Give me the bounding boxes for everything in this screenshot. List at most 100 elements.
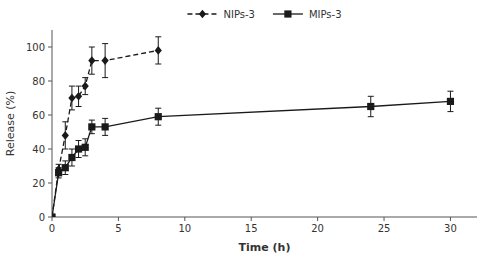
error-bar-cap [447,91,453,92]
legend: NIPs-3 MIPs-3 [187,9,341,20]
legend-item: NIPs-3 [187,9,254,20]
error-bar-cap [102,77,108,78]
y-axis-label: Release (%) [4,91,17,157]
error-bar-cap [368,116,374,117]
point [447,98,454,105]
y-tick [48,217,52,218]
error-bar-cap [76,157,82,158]
error-bar-cap [62,121,68,122]
point [62,131,69,140]
error-bar-cap [447,111,453,112]
error-bar-cap [89,120,95,121]
x-tick-label: 20 [311,223,324,234]
error-bar [76,86,82,106]
x-tick [317,217,318,221]
point [82,82,89,91]
y-tick [48,183,52,184]
legend-marker [284,10,291,17]
x-tick-label: 25 [378,223,391,234]
error-bar-cap [56,177,62,178]
error-bar [155,37,161,64]
plot-area [52,37,454,217]
y-tick-label: 60 [32,110,45,121]
x-tick [384,217,385,221]
error-bar-cap [89,133,95,134]
y-tick-label: 40 [32,144,45,155]
error-bar-cap [82,77,88,78]
error-bar-cap [62,174,68,175]
x-tick-label: 0 [49,223,55,234]
error-bar-cap [155,125,161,126]
y-tick-label: 100 [26,42,45,53]
point [102,56,109,65]
legend-label: NIPs-3 [223,9,254,20]
legend-marker [199,10,206,19]
error-bar-cap [62,160,68,161]
error-bar-cap [76,86,82,87]
error-bar-cap [76,106,82,107]
x-tick [251,217,252,221]
point [62,164,69,171]
point [367,103,374,110]
x-tick-label: 30 [444,223,457,234]
point [155,46,162,55]
error-bar [82,139,88,156]
point [75,92,82,101]
error-bar-cap [69,149,75,150]
series [52,91,454,217]
error-bar-cap [82,94,88,95]
error-bar-cap [69,109,75,110]
y-tick-label: 20 [32,178,45,189]
error-bar-cap [89,47,95,48]
error-bar [447,91,453,111]
error-bar-cap [56,164,62,165]
y-tick [48,81,52,82]
point [102,123,109,130]
point [75,145,82,152]
point [88,123,95,130]
error-bar [62,161,68,175]
point [155,113,162,120]
legend-item: MIPs-3 [273,9,342,20]
error-bar [368,96,374,116]
error-bar-cap [89,74,95,75]
y-tick [48,149,52,150]
error-bar-cap [62,149,68,150]
x-tick [52,217,53,221]
error-bar-cap [102,43,108,44]
error-bar [69,86,75,110]
error-bar-cap [56,167,62,168]
point [88,56,95,65]
point [68,94,75,103]
error-bar [69,149,75,166]
y-tick [48,115,52,116]
x-tick [118,217,119,221]
error-bar-cap [368,96,374,97]
series [52,37,162,217]
error-bar [82,78,88,95]
error-bar-cap [155,64,161,65]
point [52,213,56,217]
error-bar-cap [102,135,108,136]
error-bar [155,108,161,125]
x-tick-label: 5 [115,223,121,234]
error-bar [62,122,68,149]
y-tick [48,47,52,48]
point [82,144,89,151]
y-tick-label: 0 [39,212,45,223]
error-bar [89,47,95,74]
legend-label: MIPs-3 [309,9,342,20]
chart: 051015202530020406080100Time (h)Release … [0,0,491,257]
point [68,154,75,161]
error-bar-cap [69,86,75,87]
error-bar-cap [82,155,88,156]
error-bar [102,44,108,78]
x-tick-label: 10 [178,223,191,234]
error-bar-cap [69,166,75,167]
x-axis-line [52,217,477,218]
error-bar-cap [82,138,88,139]
series-line [52,101,450,217]
y-tick-label: 80 [32,76,45,87]
x-tick [184,217,185,221]
x-tick [450,217,451,221]
